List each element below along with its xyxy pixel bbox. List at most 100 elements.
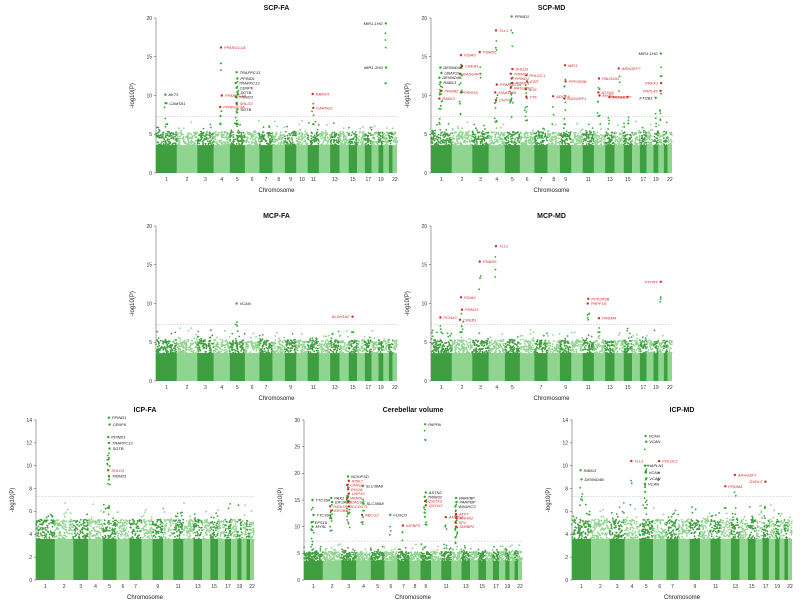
snp-point (451, 351, 453, 353)
snp-point (464, 135, 466, 137)
snp-point (608, 117, 610, 119)
snp-point (560, 133, 562, 135)
snp-point (629, 138, 631, 140)
snp-point (231, 348, 233, 350)
snp-point (611, 139, 613, 141)
snp-point (215, 131, 217, 133)
chromosome-block (349, 353, 358, 381)
snp-point (531, 339, 533, 341)
snp-point (391, 343, 393, 345)
snp-point (474, 143, 476, 145)
snp-point (195, 133, 197, 135)
snp-point (274, 348, 276, 350)
snp-point (454, 346, 456, 348)
snp-point (562, 136, 564, 138)
snp-point (220, 349, 222, 351)
snp-point (509, 133, 511, 135)
snp-point (642, 127, 644, 129)
snp-point (479, 66, 481, 68)
snp-point (597, 101, 599, 103)
snp-point (175, 344, 177, 346)
x-axis-label: Chromosome (258, 188, 295, 194)
snp-point (332, 132, 334, 134)
snp-point (503, 124, 505, 126)
snp-point (458, 84, 460, 86)
snp-point (308, 351, 310, 353)
snp-point (301, 139, 303, 141)
snp-point (478, 135, 480, 137)
lead-snp-point (598, 77, 600, 79)
y-axis-label: -log10(P) (130, 83, 136, 108)
snp-point (281, 139, 283, 141)
snp-point (188, 137, 190, 139)
snp-point (372, 351, 374, 353)
chromosome-block (340, 145, 349, 173)
snp-point (174, 343, 176, 345)
chromosome-tick-label: 9 (564, 177, 567, 183)
snp-point (658, 139, 660, 141)
snp-point (258, 347, 260, 349)
snp-point (240, 341, 242, 343)
gene-label: PPIND1 (515, 14, 529, 19)
snp-point (325, 343, 327, 345)
lead-snp-point (221, 94, 223, 96)
snp-point (462, 138, 464, 140)
snp-point (496, 348, 498, 350)
snp-point (239, 135, 241, 137)
snp-point (315, 347, 317, 349)
snp-point (455, 132, 457, 134)
snp-point (509, 340, 511, 342)
snp-point (505, 349, 507, 351)
snp-point (259, 137, 261, 139)
snp-point (463, 340, 465, 342)
snp-point (204, 343, 206, 345)
snp-point (235, 117, 237, 119)
snp-point (623, 123, 625, 125)
snp-point (301, 348, 303, 350)
snp-point (613, 142, 615, 144)
snp-point (457, 128, 459, 130)
snp-point (179, 338, 181, 340)
snp-point (274, 136, 276, 138)
snp-point (298, 134, 300, 136)
snp-point (527, 135, 529, 137)
snp-point (282, 349, 284, 351)
snp-points (155, 120, 398, 148)
chromosome-block (230, 353, 245, 381)
snp-point (195, 136, 197, 138)
snp-point (469, 141, 471, 143)
snp-point (366, 134, 368, 136)
chromosome-block (308, 145, 319, 173)
snp-point (312, 103, 314, 105)
snp-point (631, 132, 633, 134)
snp-point (156, 331, 158, 333)
snp-point (435, 143, 437, 145)
snp-point (380, 138, 382, 140)
snp-point (438, 122, 440, 124)
snp-point (552, 106, 554, 108)
snp-point (305, 133, 307, 135)
chromosome-block (349, 145, 358, 173)
snp-point (239, 343, 241, 345)
snp-point (371, 129, 373, 131)
snp-point (177, 136, 179, 138)
snp-point (183, 127, 185, 129)
snp-point (635, 121, 637, 123)
snp-point (458, 143, 460, 145)
snp-point (532, 349, 534, 351)
snp-point (186, 343, 188, 345)
snp-point (232, 143, 234, 145)
snp-point (383, 338, 385, 340)
chromosome-block (365, 145, 372, 173)
snp-point (330, 142, 332, 144)
snp-point (564, 79, 566, 81)
lead-snp-point (235, 87, 237, 89)
snp-point (176, 342, 178, 344)
snp-point (517, 350, 519, 352)
snp-point (223, 345, 225, 347)
snp-point (434, 132, 436, 134)
snp-point (226, 134, 228, 136)
snp-point (530, 349, 532, 351)
snp-point (165, 339, 167, 341)
snp-point (179, 135, 181, 137)
